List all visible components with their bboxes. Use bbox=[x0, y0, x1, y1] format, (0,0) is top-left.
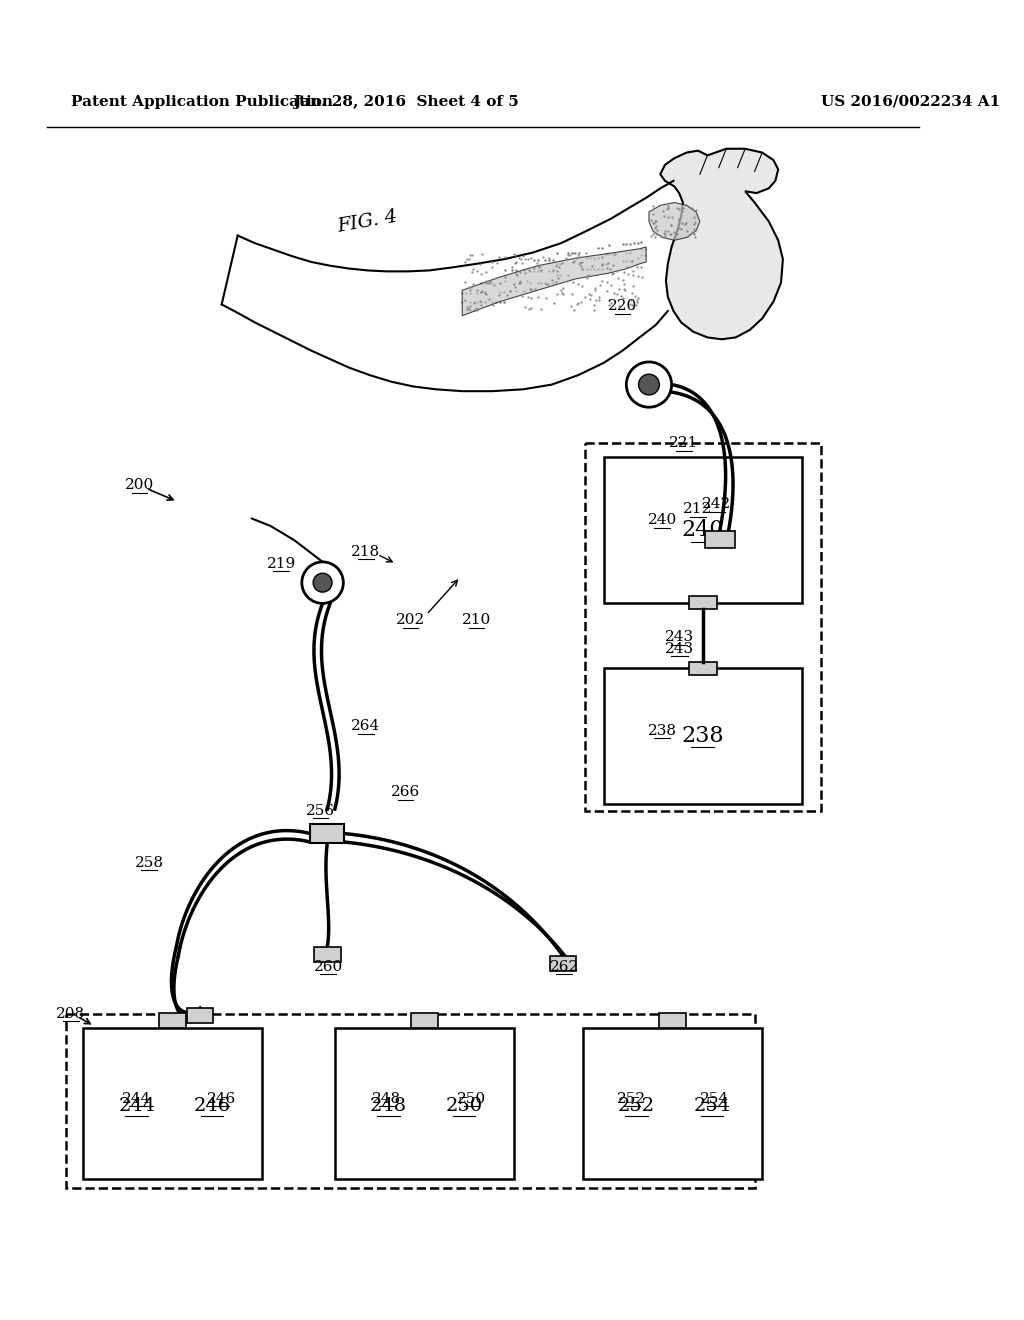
Circle shape bbox=[627, 362, 672, 407]
Bar bbox=[583, 1028, 762, 1179]
Text: 212: 212 bbox=[683, 502, 713, 516]
Text: 254: 254 bbox=[693, 1097, 730, 1115]
Text: 242: 242 bbox=[702, 498, 731, 511]
Polygon shape bbox=[462, 247, 646, 315]
Text: FIG. 4: FIG. 4 bbox=[336, 207, 399, 235]
Polygon shape bbox=[660, 149, 783, 339]
Circle shape bbox=[639, 374, 659, 395]
Bar bbox=[66, 1014, 755, 1188]
Text: 218: 218 bbox=[351, 545, 381, 558]
Text: Jan. 28, 2016  Sheet 4 of 5: Jan. 28, 2016 Sheet 4 of 5 bbox=[293, 95, 518, 108]
Bar bbox=[550, 956, 577, 972]
Text: 248: 248 bbox=[372, 1092, 401, 1106]
Bar bbox=[160, 1012, 185, 1028]
Text: 260: 260 bbox=[313, 960, 343, 974]
Text: 266: 266 bbox=[391, 785, 420, 799]
Text: 264: 264 bbox=[351, 719, 381, 733]
Text: 246: 246 bbox=[194, 1097, 230, 1115]
Polygon shape bbox=[649, 202, 699, 240]
Text: 250: 250 bbox=[445, 1097, 482, 1115]
Bar bbox=[688, 595, 717, 609]
Circle shape bbox=[302, 562, 343, 603]
Text: 248: 248 bbox=[370, 1097, 408, 1115]
Text: 240: 240 bbox=[647, 513, 677, 528]
Text: US 2016/0022234 A1: US 2016/0022234 A1 bbox=[820, 95, 999, 108]
Text: Patent Application Publication: Patent Application Publication bbox=[71, 95, 333, 108]
Text: 243: 243 bbox=[665, 631, 693, 644]
Text: 238: 238 bbox=[681, 725, 724, 747]
Bar bbox=[688, 661, 717, 675]
Bar bbox=[314, 946, 341, 962]
Text: 252: 252 bbox=[617, 1092, 646, 1106]
Bar bbox=[83, 1028, 262, 1179]
Text: 208: 208 bbox=[56, 1007, 85, 1020]
Bar bbox=[585, 444, 820, 810]
Text: 220: 220 bbox=[608, 300, 637, 313]
Text: 240: 240 bbox=[682, 519, 724, 541]
Text: 238: 238 bbox=[647, 723, 677, 738]
Bar bbox=[705, 531, 735, 548]
Text: 252: 252 bbox=[618, 1097, 655, 1115]
Text: 221: 221 bbox=[670, 436, 698, 450]
Bar bbox=[186, 1008, 213, 1023]
Text: 258: 258 bbox=[134, 855, 164, 870]
Bar bbox=[659, 1012, 686, 1028]
Text: 256: 256 bbox=[306, 804, 335, 818]
Bar bbox=[412, 1012, 437, 1028]
Text: 250: 250 bbox=[457, 1092, 486, 1106]
Bar bbox=[310, 824, 344, 843]
Bar bbox=[604, 668, 802, 804]
Text: 244: 244 bbox=[122, 1092, 152, 1106]
Text: 254: 254 bbox=[700, 1092, 729, 1106]
Text: 262: 262 bbox=[550, 960, 579, 974]
Circle shape bbox=[313, 573, 332, 593]
Text: 246: 246 bbox=[207, 1092, 237, 1106]
Text: 200: 200 bbox=[125, 478, 155, 492]
Text: 219: 219 bbox=[266, 557, 296, 570]
Bar bbox=[335, 1028, 514, 1179]
Text: 210: 210 bbox=[462, 614, 490, 627]
Text: 243: 243 bbox=[665, 642, 693, 656]
Text: 202: 202 bbox=[395, 614, 425, 627]
Bar bbox=[604, 457, 802, 603]
Text: 244: 244 bbox=[118, 1097, 156, 1115]
